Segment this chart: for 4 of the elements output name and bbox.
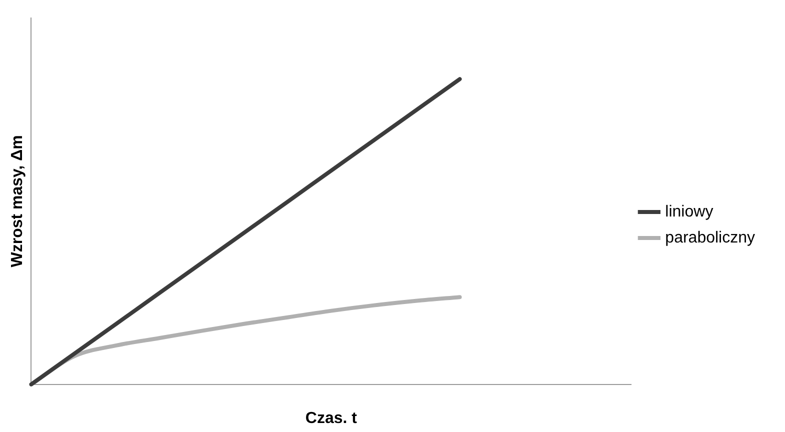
x-axis-title: Czas. t bbox=[305, 410, 358, 427]
legend-label: paraboliczny bbox=[665, 229, 755, 246]
legend-label: liniowy bbox=[665, 203, 714, 220]
y-axis-title: Wzrost masy, Δm bbox=[9, 135, 26, 268]
